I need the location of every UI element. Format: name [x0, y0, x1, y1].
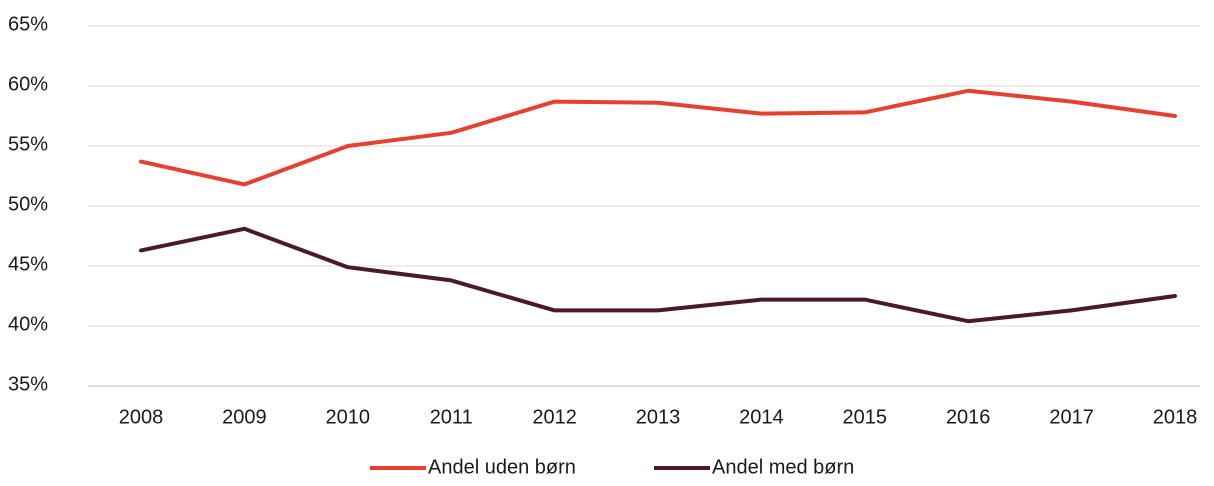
series-line [139, 226, 1177, 324]
x-tick-label: 2013 [636, 406, 681, 428]
x-tick-label: 2016 [946, 406, 991, 428]
y-tick-label: 50% [8, 193, 48, 215]
y-tick-label: 35% [8, 373, 48, 395]
x-tick-label: 2009 [222, 406, 267, 428]
y-tick-label: 55% [8, 133, 48, 155]
x-tick-label: 2012 [532, 406, 577, 428]
series-line [139, 88, 1177, 187]
x-tick-label: 2010 [326, 406, 371, 428]
y-tick-label: 45% [8, 253, 48, 275]
y-tick-label: 40% [8, 313, 48, 335]
x-tick-label: 2014 [739, 406, 784, 428]
legend-label: Andel med børn [712, 456, 854, 478]
x-tick-label: 2015 [843, 406, 888, 428]
legend-label: Andel uden børn [428, 456, 576, 478]
x-tick-label: 2011 [430, 406, 473, 428]
x-tick-label: 2018 [1153, 406, 1198, 428]
y-tick-label: 65% [8, 13, 48, 35]
y-tick-label: 60% [8, 73, 48, 95]
x-tick-label: 2017 [1049, 406, 1094, 428]
x-tick-label: 2008 [119, 406, 164, 428]
